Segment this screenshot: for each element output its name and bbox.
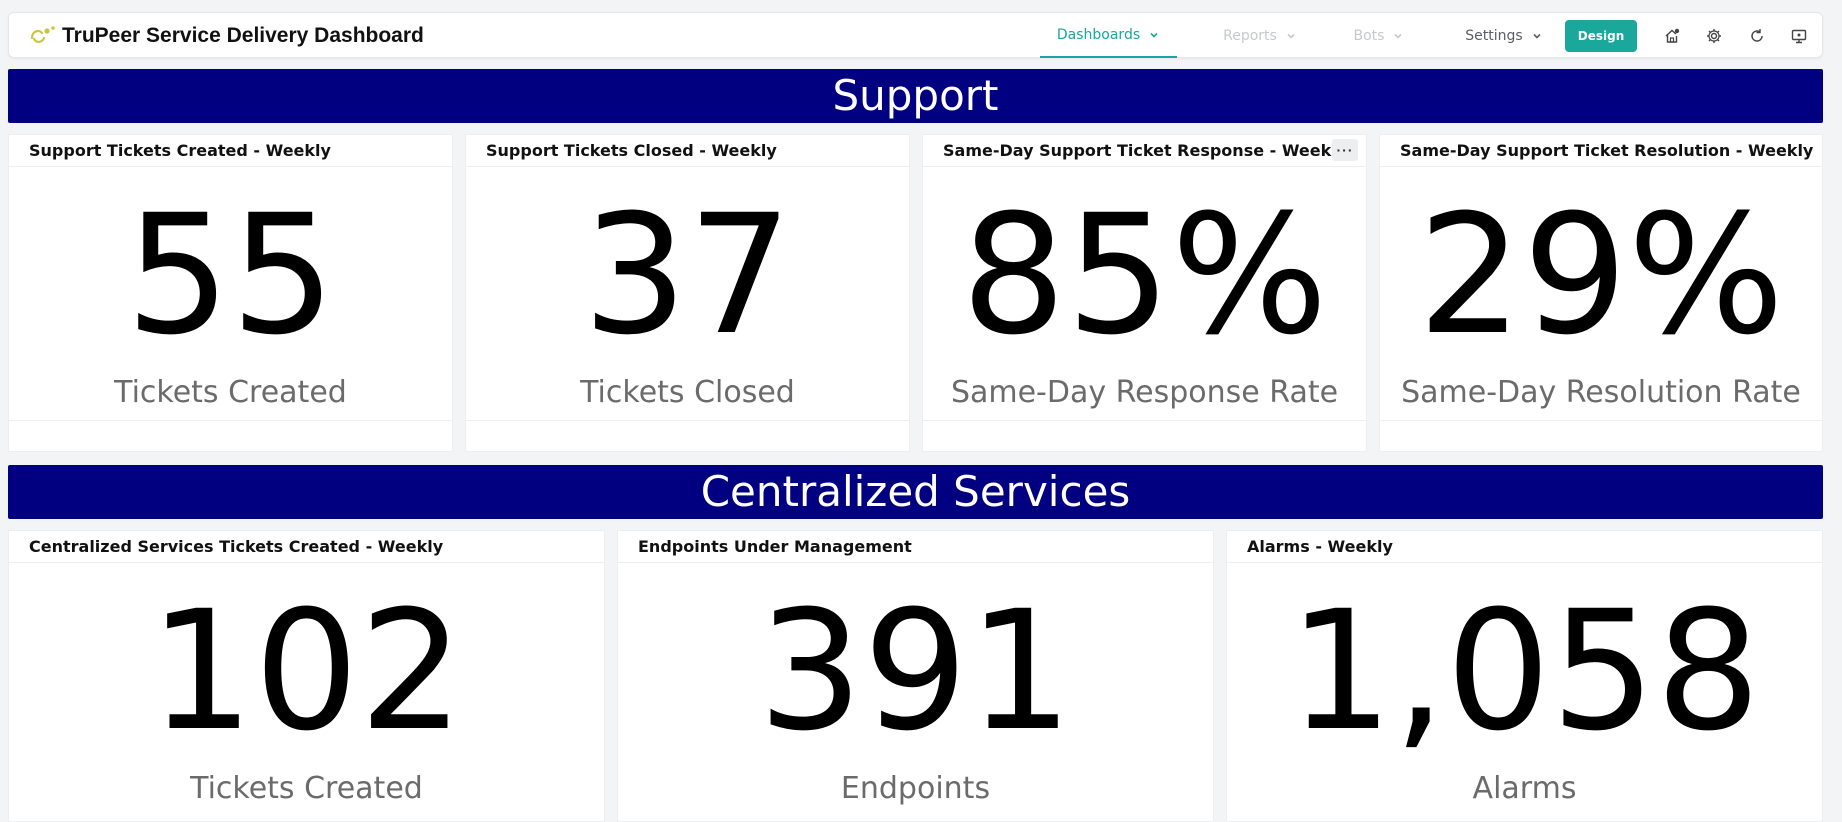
gear-icon[interactable] [1703, 25, 1725, 47]
nav-settings[interactable]: Settings [1449, 13, 1559, 58]
metric-card: Same-Day Support Ticket Response - Weekl… [922, 134, 1367, 452]
chevron-down-icon [1287, 33, 1295, 39]
card-header: Same-Day Support Ticket Response - Weekl… [923, 135, 1366, 167]
metric-value: 55 [125, 179, 336, 371]
nav-dashboards-label: Dashboards [1056, 26, 1141, 43]
metric-card: Support Tickets Created - Weekly 55 Tick… [8, 134, 453, 452]
nav-reports-label: Reports [1223, 27, 1277, 44]
card-header: Endpoints Under Management [618, 531, 1213, 563]
card-header: Support Tickets Created - Weekly [9, 135, 452, 167]
chevron-down-icon [1394, 33, 1403, 39]
card-title: Support Tickets Closed - Weekly [486, 141, 777, 160]
card-footer-divider [9, 420, 452, 421]
app-title: TruPeer Service Delivery Dashboard [62, 24, 424, 47]
card-header: Alarms - Weekly [1227, 531, 1822, 563]
card-header: Centralized Services Tickets Created - W… [9, 531, 604, 563]
nav-dashboards[interactable]: Dashboards [1040, 13, 1177, 58]
metric-label: Same-Day Response Rate [950, 375, 1339, 410]
metric-label: Alarms [1472, 771, 1577, 806]
metric-card: Centralized Services Tickets Created - W… [8, 530, 605, 822]
logo-icon [27, 22, 57, 48]
monitor-icon[interactable] [1788, 25, 1810, 47]
card-header: Same-Day Support Ticket Resolution - Wee… [1380, 135, 1822, 167]
card-title: Same-Day Support Ticket Resolution - Wee… [1400, 141, 1814, 160]
card-title: Same-Day Support Ticket Response - Weekl… [943, 141, 1348, 160]
metric-card: Endpoints Under Management 391 Endpoints [617, 530, 1214, 822]
nav-bots-label: Bots [1353, 27, 1385, 44]
card-header: Support Tickets Closed - Weekly [466, 135, 909, 167]
metric-value: 85% [961, 179, 1328, 371]
design-button[interactable]: Design [1565, 20, 1637, 52]
card-footer-divider [466, 420, 909, 421]
card-menu-button[interactable]: ··· [1332, 139, 1358, 161]
metric-value: 37 [582, 179, 793, 371]
metric-card: Alarms - Weekly 1,058 Alarms [1226, 530, 1823, 822]
metric-label: Tickets Closed [580, 375, 795, 410]
metric-label: Endpoints [840, 771, 991, 806]
chevron-down-icon [1533, 33, 1541, 39]
metric-value: 102 [149, 575, 464, 767]
card-title: Support Tickets Created - Weekly [29, 141, 331, 160]
section-title: Centralized Services [700, 467, 1131, 516]
section-banner-centralized-services: Centralized Services [8, 465, 1823, 519]
section-banner-support: Support [8, 69, 1823, 123]
metric-value: 29% [1417, 179, 1785, 371]
nav-settings-label: Settings [1465, 27, 1523, 44]
section-title: Support [832, 71, 999, 120]
home-notification-icon[interactable] [1661, 25, 1683, 47]
nav-reports[interactable]: Reports [1205, 13, 1315, 58]
card-footer-divider [1380, 420, 1822, 421]
metric-label: Same-Day Resolution Rate [1401, 375, 1801, 410]
card-title: Centralized Services Tickets Created - W… [29, 537, 444, 556]
metric-value: 1,058 [1288, 575, 1761, 767]
card-title: Alarms - Weekly [1247, 537, 1393, 556]
metric-card: Support Tickets Closed - Weekly 37 Ticke… [465, 134, 910, 452]
card-title: Endpoints Under Management [638, 537, 912, 556]
nav-bots[interactable]: Bots [1339, 13, 1419, 58]
metric-label: Tickets Created [114, 375, 347, 410]
metric-value: 391 [758, 575, 1073, 767]
chevron-down-icon [1150, 32, 1158, 38]
card-footer-divider [923, 420, 1366, 421]
metric-label: Tickets Created [190, 771, 423, 806]
top-bar: TruPeer Service Delivery Dashboard Dashb… [8, 12, 1823, 58]
refresh-icon[interactable] [1746, 25, 1768, 47]
metric-card: Same-Day Support Ticket Resolution - Wee… [1379, 134, 1823, 452]
